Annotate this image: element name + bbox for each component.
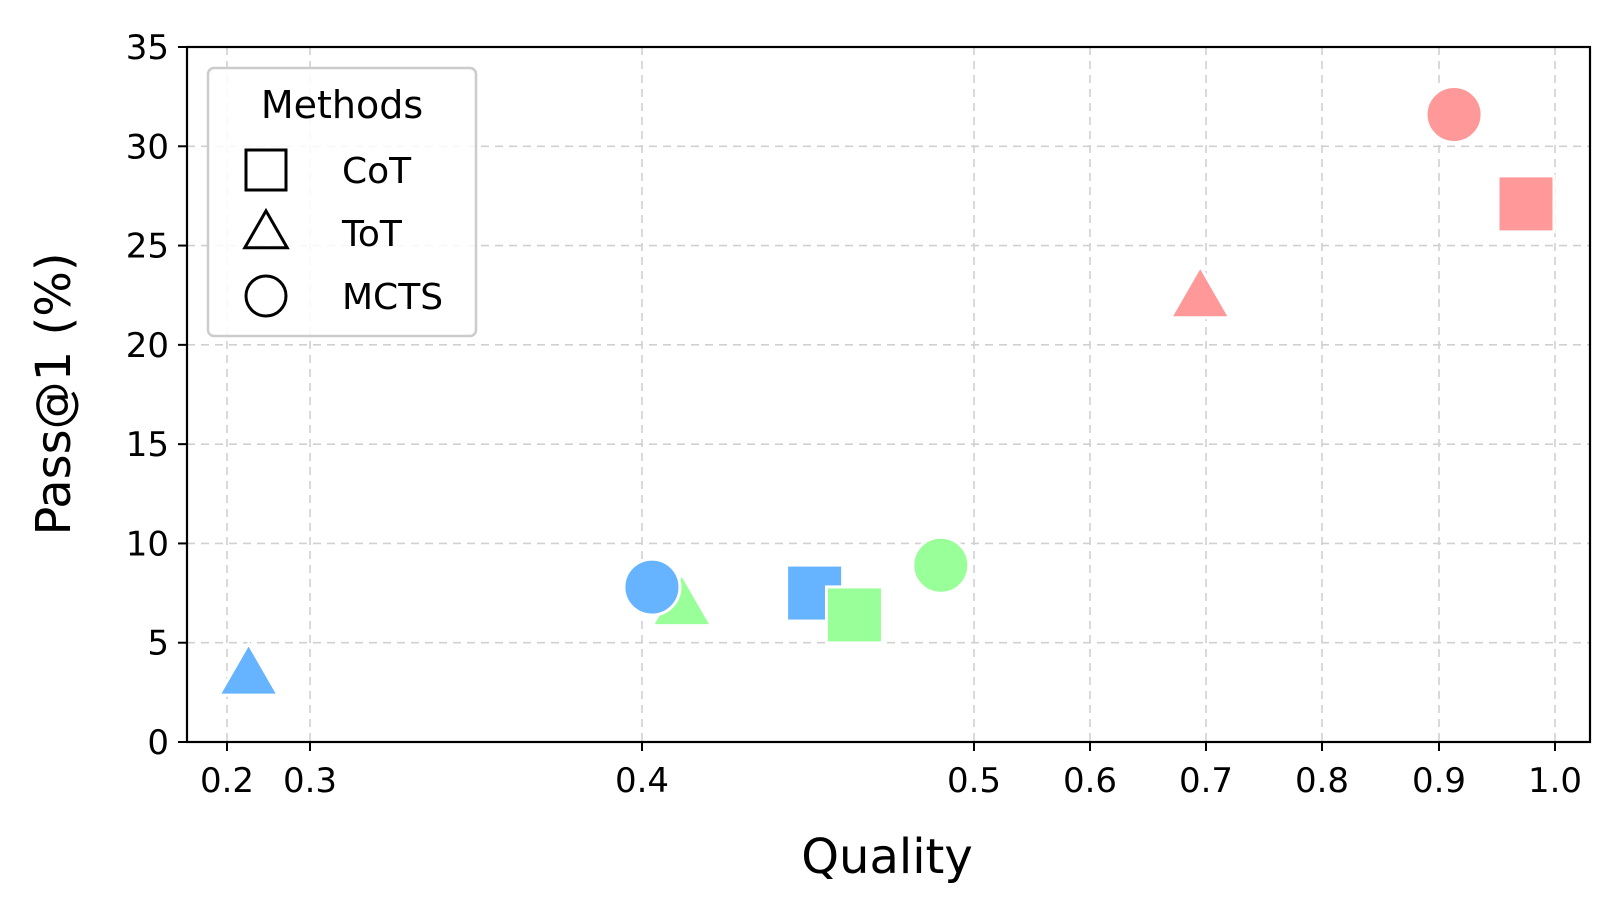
legend-circle-icon	[244, 274, 288, 318]
legend-title: Methods	[261, 83, 423, 127]
y-tick-label: 35	[126, 28, 169, 68]
legend-entries: CoT ToT MCTS	[242, 148, 443, 318]
data-point-mcts-circle	[911, 535, 971, 595]
data-point-cot-square	[824, 585, 884, 645]
x-tick-label: 0.8	[1295, 761, 1349, 801]
x-tick-label: 0.6	[1063, 761, 1117, 801]
x-axis-label: Quality	[801, 829, 973, 885]
legend-label: ToT	[341, 214, 403, 255]
data-point-cot-square	[1496, 174, 1556, 234]
grid-lines	[187, 47, 1590, 742]
legend-entry-cot: CoT	[244, 148, 412, 192]
data-points	[216, 85, 1556, 697]
x-tick-label: 0.7	[1179, 761, 1233, 801]
legend-square-icon	[244, 148, 288, 192]
axis-ticks: 0.2 0.3 0.4 0.5 0.6 0.7 0.8 0.9 1.0 0 5 10 15 20 25 30 3…	[126, 28, 1582, 801]
data-point-mcts-circle	[1424, 85, 1484, 145]
data-point-tot-triangle	[1167, 263, 1233, 320]
x-tick-label: 0.5	[947, 761, 1001, 801]
y-tick-label: 0	[147, 723, 169, 763]
legend: Methods CoT ToT MCTS	[206, 66, 478, 338]
y-tick-label: 20	[126, 326, 169, 366]
x-tick-label: 0.9	[1412, 761, 1466, 801]
legend-entry-mcts: MCTS	[244, 274, 443, 318]
y-tick-label: 5	[147, 624, 169, 664]
plot-frame	[185, 45, 1592, 744]
legend-label: CoT	[342, 151, 412, 192]
data-point-mcts-circle	[622, 557, 682, 617]
data-point-tot-triangle	[216, 640, 281, 697]
x-tick-label: 0.3	[283, 761, 337, 801]
y-tick-label: 30	[126, 127, 169, 167]
y-axis-label: Pass@1 (%)	[26, 252, 82, 535]
y-tick-label: 15	[126, 425, 169, 465]
legend-triangle-icon	[242, 207, 290, 250]
y-tick-label: 25	[126, 227, 169, 267]
legend-label: MCTS	[342, 277, 443, 318]
legend-box	[206, 66, 478, 338]
x-tick-label: 1.0	[1528, 761, 1582, 801]
legend-entry-tot: ToT	[242, 207, 403, 255]
x-tick-label: 0.4	[615, 761, 669, 801]
x-tick-label: 0.2	[200, 761, 254, 801]
y-tick-label: 10	[126, 524, 169, 564]
